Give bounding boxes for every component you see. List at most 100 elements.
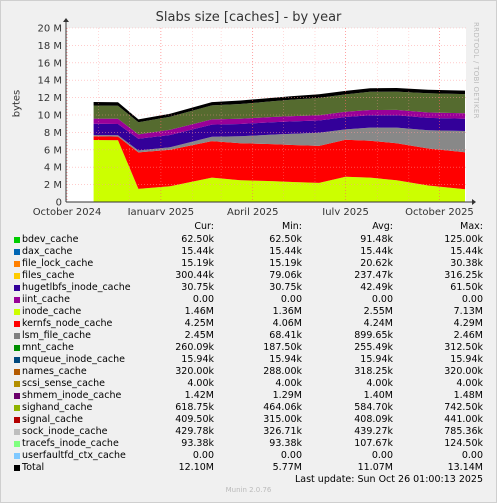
legend-max: 742.50k (444, 402, 483, 413)
legend-max: 15.44k (450, 246, 483, 257)
legend-max: 61.50k (450, 282, 483, 293)
legend-min: 315.00k (263, 414, 302, 425)
legend-avg: 0.00 (371, 294, 393, 305)
legend-row: sighand_cache 618.75k 464.06k 584.70k 742.50… (14, 402, 484, 414)
x-tick-label: April 2025 (227, 207, 278, 215)
y-tick-label: 18 M (37, 41, 62, 52)
legend-max: 15.94k (450, 354, 483, 365)
legend-min: 30.75k (269, 282, 302, 293)
x-tick-label: July 2025 (321, 207, 369, 215)
legend-row: sock_inode_cache 429.78k 326.71k 439.27k 785… (14, 426, 484, 438)
legend-cur: 4.25M (184, 318, 214, 329)
legend-avg: 15.44k (360, 246, 393, 257)
y-tick-label: 8 M (44, 128, 62, 139)
x-tick-label: October 2024 (33, 207, 102, 215)
legend-max: 4.00k (456, 378, 483, 389)
legend-swatch (14, 237, 20, 243)
legend-avg: 899.65k (354, 330, 393, 341)
legend-max: 2.46M (453, 330, 483, 341)
legend-name: Total (22, 462, 45, 473)
chart-title: Slabs size [caches] - by year (155, 10, 342, 25)
legend-min: 464.06k (263, 402, 302, 413)
legend-max: 124.50k (444, 438, 483, 449)
legend-cur: 15.94k (181, 354, 214, 365)
legend-swatch (14, 309, 20, 315)
legend-min: 0.00 (280, 294, 302, 305)
header-min: Min: (281, 221, 302, 232)
legend-swatch (14, 453, 20, 459)
legend-cur: 1.42M (184, 390, 214, 401)
legend-name: hugetlbfs_inode_cache (22, 282, 131, 293)
legend-cur: 93.38k (181, 438, 214, 449)
legend-cur: 15.44k (181, 246, 214, 257)
legend-min: 0.00 (280, 450, 302, 461)
legend-avg: 584.70k (354, 402, 393, 413)
legend-cur: 30.75k (181, 282, 214, 293)
area-signal_cache (93, 88, 465, 123)
legend-cur: 260.09k (175, 342, 214, 353)
legend-swatch (14, 393, 20, 399)
legend-avg: 11.07M (357, 462, 393, 473)
legend-min: 326.71k (263, 426, 302, 437)
legend-min: 1.29M (272, 390, 302, 401)
legend-name: kernfs_node_cache (22, 318, 113, 329)
legend-min: 15.44k (269, 246, 302, 257)
legend-avg: 408.09k (354, 414, 393, 425)
legend-swatch (14, 405, 20, 411)
legend-row: Total 12.10M 5.77M 11.07M 13.14M (14, 462, 484, 474)
legend-swatch (14, 465, 20, 471)
legend-avg: 255.49k (354, 342, 393, 353)
legend-swatch (14, 429, 20, 435)
last-update: Last update: Sun Oct 26 01:00:13 2025 (294, 474, 483, 485)
legend-swatch (14, 345, 20, 351)
area-inode_cache (93, 140, 465, 202)
legend-cur: 15.19k (181, 258, 214, 269)
y-axis-arrow (63, 18, 69, 22)
legend-name: bdev_cache (22, 234, 79, 245)
legend-swatch (14, 297, 20, 303)
legend-max: 320.00k (444, 366, 483, 377)
legend-row: lsm_file_cache 2.45M 68.41k 899.65k 2.46M (14, 330, 484, 342)
legend-cur: 1.46M (184, 306, 214, 317)
legend-name: lsm_file_cache (22, 330, 91, 341)
legend-cur: 0.00 (192, 450, 214, 461)
legend-row: bdev_cache 62.50k 62.50k 91.48k 125.00k (14, 234, 484, 246)
legend-avg: 4.24M (363, 318, 393, 329)
legend-swatch (14, 273, 20, 279)
legend-name: mqueue_inode_cache (22, 354, 125, 365)
y-tick-label: 2 M (44, 180, 62, 191)
legend-row: scsi_sense_cache 4.00k 4.00k 4.00k 4.00k (14, 378, 484, 390)
legend-cur: 62.50k (181, 234, 214, 245)
legend-swatch (14, 285, 20, 291)
legend-min: 15.19k (269, 258, 302, 269)
legend-cur: 618.75k (175, 402, 214, 413)
legend-min: 5.77M (272, 462, 302, 473)
legend-avg: 15.94k (360, 354, 393, 365)
rrdtool-watermark: RRDTOOL / TOBI OETIKER (472, 22, 480, 119)
legend-row: inode_cache 1.46M 1.36M 2.55M 7.13M (14, 306, 484, 318)
legend-min: 288.00k (263, 366, 302, 377)
legend-min: 4.00k (275, 378, 302, 389)
legend-max: 441.00k (444, 414, 483, 425)
legend-row: mnt_cache 260.09k 187.50k 255.49k 312.50k (14, 342, 484, 354)
legend-swatch (14, 321, 20, 327)
legend-min: 62.50k (269, 234, 302, 245)
legend-swatch (14, 333, 20, 339)
legend-swatch (14, 441, 20, 447)
legend-avg: 91.48k (360, 234, 393, 245)
legend-min: 93.38k (269, 438, 302, 449)
legend-max: 7.13M (453, 306, 483, 317)
x-tick-label: January 2025 (127, 207, 195, 215)
y-tick-label: 10 M (37, 111, 62, 122)
legend-avg: 439.27k (354, 426, 393, 437)
x-tick-label: October 2025 (405, 207, 474, 215)
legend-row: dax_cache 15.44k 15.44k 15.44k 15.44k (14, 246, 484, 258)
x-axis-arrow (472, 199, 476, 205)
legend-row: file_lock_cache 15.19k 15.19k 20.62k 30.38k (14, 258, 484, 270)
legend-row: iint_cache 0.00 0.00 0.00 0.00 (14, 294, 484, 306)
legend-name: scsi_sense_cache (22, 378, 106, 389)
legend-swatch (14, 417, 20, 423)
legend-row: kernfs_node_cache 4.25M 4.06M 4.24M 4.29M (14, 318, 484, 330)
y-tick-label: 0 (56, 198, 62, 209)
legend-name: shmem_inode_cache (22, 390, 122, 401)
